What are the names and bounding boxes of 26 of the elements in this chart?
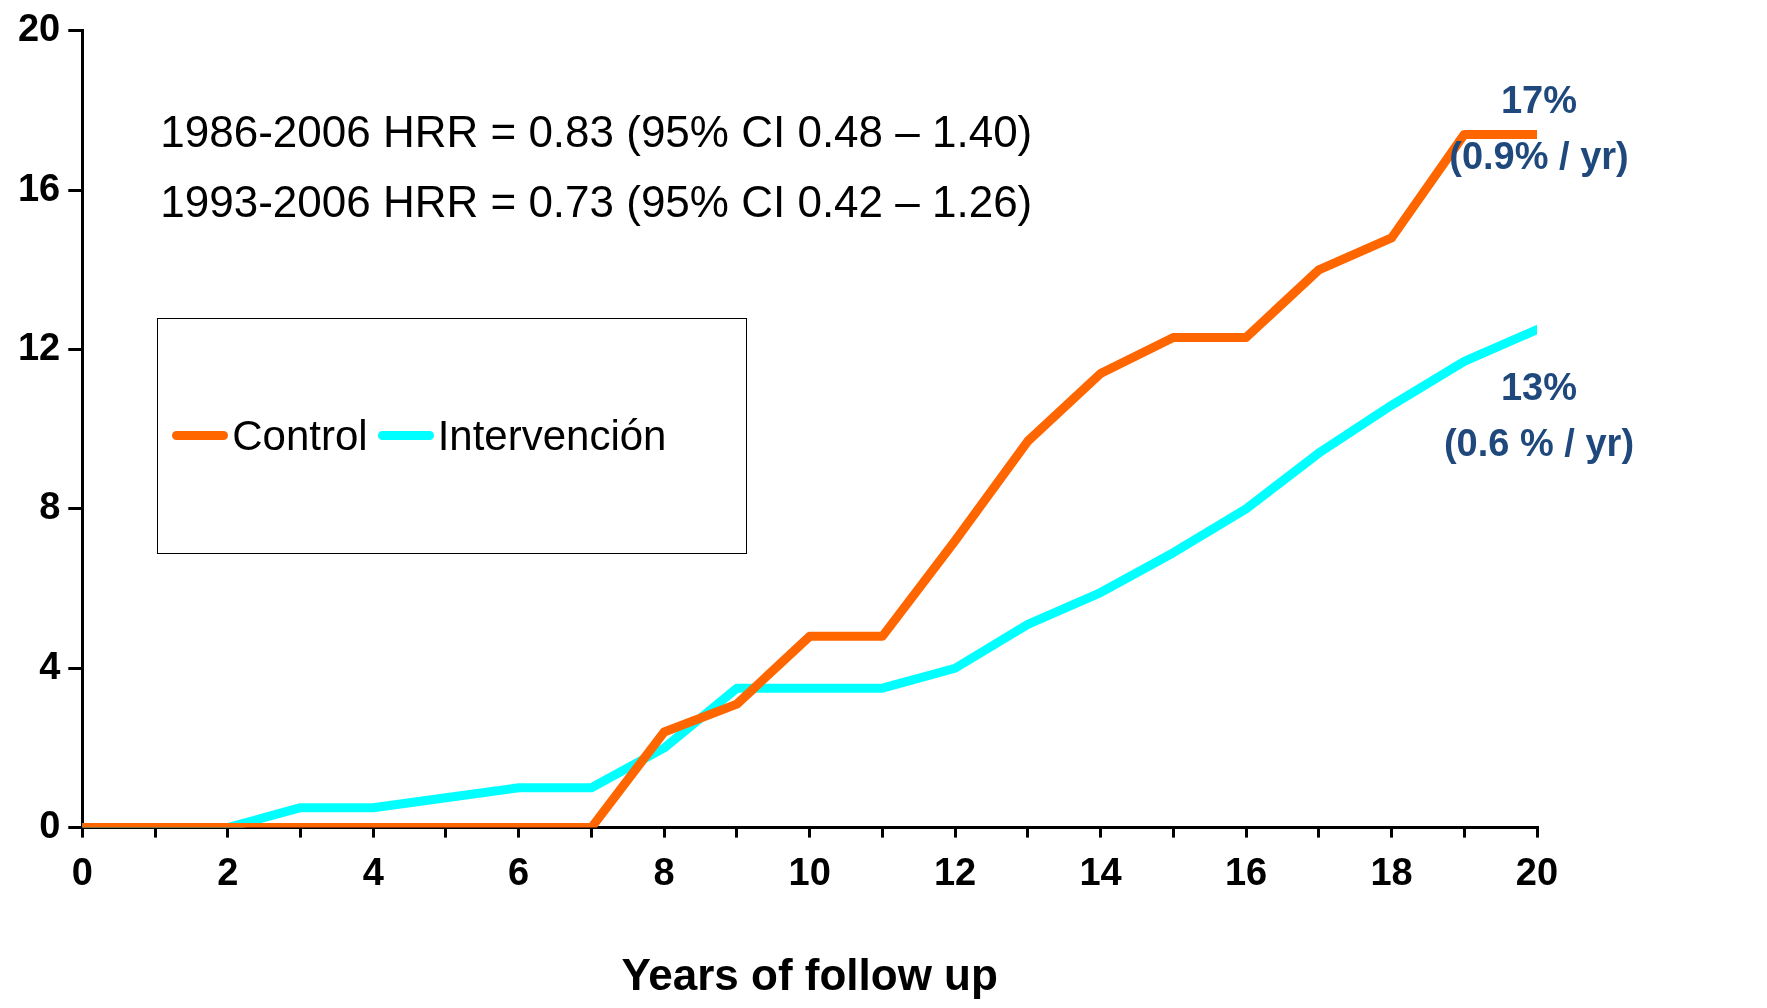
y-tick-label: 12: [17, 326, 61, 368]
y-tick-label: 0: [39, 804, 61, 847]
y-tick-label: 4: [39, 644, 61, 687]
x-tick-label: 18: [1370, 850, 1413, 893]
x-axis-title: Years of follow up: [621, 949, 998, 999]
x-tick-label: 4: [362, 850, 384, 893]
annotation: (0.6 % / yr): [1443, 421, 1635, 464]
annotation: 17%: [1500, 79, 1578, 121]
x-tick-label: 8: [653, 850, 675, 893]
x-tick-label: 12: [933, 850, 977, 893]
y-tick-label: 16: [17, 166, 61, 209]
legend-label: Control: [232, 411, 368, 460]
x-tick-label: 20: [1515, 850, 1559, 893]
y-tick-label: 20: [17, 7, 61, 50]
x-tick-label: 14: [1079, 850, 1122, 893]
x-tick-label: 16: [1224, 850, 1268, 893]
legend-label: Intervención: [437, 411, 667, 460]
annotation: 1986-2006 HRR = 0.83 (95% CI 0.48 – 1.40): [160, 106, 1033, 156]
x-tick-label: 6: [508, 850, 530, 893]
x-tick-label: 2: [217, 850, 239, 893]
y-tick-label: 8: [39, 485, 61, 528]
x-tick-label: 10: [788, 850, 831, 893]
annotation: 1993-2006 HRR = 0.73 (95% CI 0.42 – 1.26): [160, 176, 1033, 226]
annotation: 13%: [1500, 365, 1578, 408]
annotation: (0.9% / yr): [1449, 134, 1629, 177]
x-tick-label: 0: [71, 850, 93, 893]
